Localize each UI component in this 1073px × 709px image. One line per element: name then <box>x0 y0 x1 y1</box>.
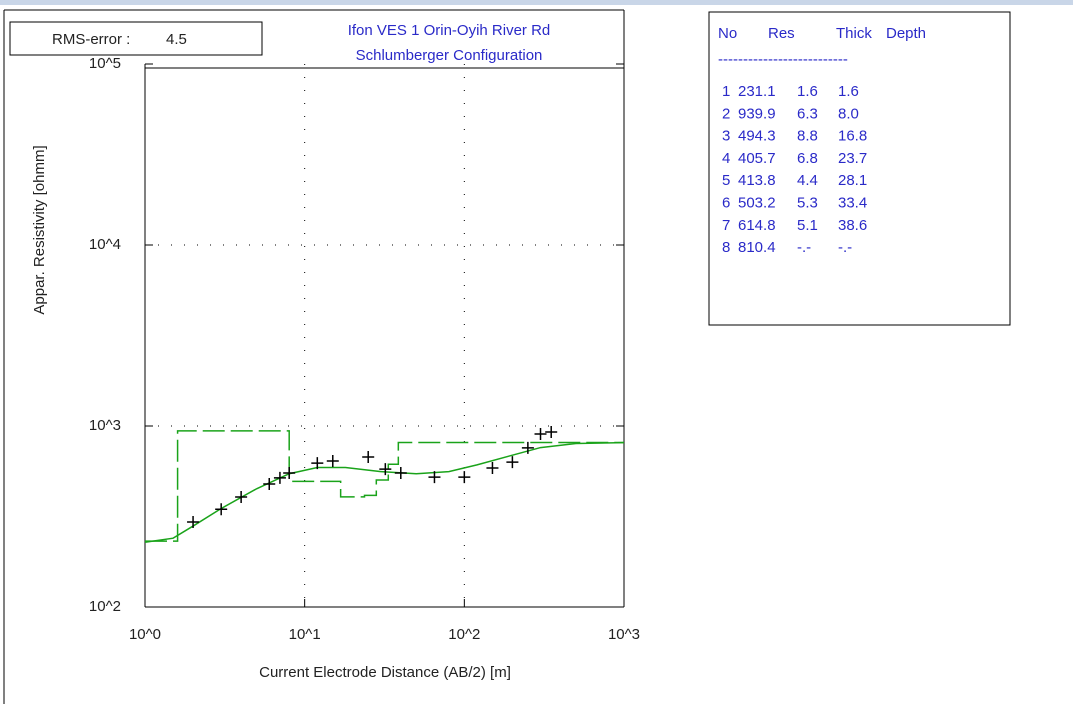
chart-title: Ifon VES 1 Orin-Oyih River Rd <box>348 22 551 39</box>
table-cell: 413.8 <box>738 172 776 189</box>
y-tick-label: 10^4 <box>89 236 121 253</box>
rms-label: RMS-error : <box>52 31 130 48</box>
observed-point <box>235 491 248 504</box>
x-tick-label: 10^0 <box>129 626 161 643</box>
table-separator: -------------------------- <box>718 51 848 68</box>
observed-point <box>521 441 534 454</box>
table-cell: -.- <box>797 239 811 256</box>
table-cell: 5.3 <box>797 194 818 211</box>
table-cell: 6.3 <box>797 105 818 122</box>
table-cell: -.- <box>838 239 852 256</box>
table-cell: 23.7 <box>838 150 867 167</box>
observed-point <box>506 456 519 469</box>
table-cell: 4 <box>722 150 730 167</box>
table-cell: 5 <box>722 172 730 189</box>
x-axis-label: Current Electrode Distance (AB/2) [m] <box>259 664 511 681</box>
table-cell: 6.8 <box>797 150 818 167</box>
table-cell: 503.2 <box>738 194 776 211</box>
table-cell: 614.8 <box>738 217 776 234</box>
observed-point <box>187 515 200 528</box>
rms-value: 4.5 <box>166 31 187 48</box>
table-cell: 7 <box>722 217 730 234</box>
table-header: Depth <box>886 25 926 42</box>
table-cell: 4.4 <box>797 172 818 189</box>
observed-point <box>273 471 286 484</box>
table-cell: 810.4 <box>738 239 776 256</box>
x-tick-label: 10^2 <box>448 626 480 643</box>
model-curve <box>145 430 624 542</box>
observed-point <box>362 451 375 464</box>
rms-box <box>9 21 263 56</box>
table-header: Res <box>768 25 795 42</box>
table-cell: 5.1 <box>797 217 818 234</box>
observed-point <box>486 462 499 475</box>
x-tick-label: 10^3 <box>608 626 640 643</box>
table-cell: 16.8 <box>838 128 867 145</box>
table-header: Thick <box>836 25 872 42</box>
table-cell: 28.1 <box>838 172 867 189</box>
observed-point <box>263 478 276 491</box>
table-cell: 8.0 <box>838 105 859 122</box>
observed-point <box>428 471 441 484</box>
observed-point <box>326 454 339 467</box>
table-cell: 38.6 <box>838 217 867 234</box>
table-cell: 1.6 <box>838 83 859 100</box>
table-cell: 405.7 <box>738 150 776 167</box>
table-cell: 6 <box>722 194 730 211</box>
observed-point <box>311 457 324 470</box>
y-tick-label: 10^5 <box>89 55 121 72</box>
observed-point <box>545 426 558 439</box>
layer-table <box>708 11 1011 326</box>
table-cell: 939.9 <box>738 105 776 122</box>
table-cell: 1.6 <box>797 83 818 100</box>
x-tick-label: 10^1 <box>289 626 321 643</box>
observed-point <box>394 466 407 479</box>
calculated-curve <box>144 441 625 543</box>
window-edge <box>0 0 1073 5</box>
observed-point <box>215 503 228 516</box>
table-cell: 8 <box>722 239 730 256</box>
table-header: No <box>718 25 737 42</box>
observed-point <box>283 466 296 479</box>
observed-point <box>534 428 547 441</box>
observed-point <box>379 463 392 476</box>
y-tick-label: 10^2 <box>89 598 121 615</box>
chart-subtitle: Schlumberger Configuration <box>356 47 543 64</box>
observed-point <box>458 471 471 484</box>
table-cell: 1 <box>722 83 730 100</box>
table-cell: 231.1 <box>738 83 776 100</box>
table-cell: 494.3 <box>738 128 776 145</box>
table-cell: 8.8 <box>797 128 818 145</box>
table-cell: 3 <box>722 128 730 145</box>
y-axis-label: Appar. Resistivity [ohmm] <box>31 145 48 314</box>
table-cell: 33.4 <box>838 194 867 211</box>
table-cell: 2 <box>722 105 730 122</box>
y-tick-label: 10^3 <box>89 417 121 434</box>
